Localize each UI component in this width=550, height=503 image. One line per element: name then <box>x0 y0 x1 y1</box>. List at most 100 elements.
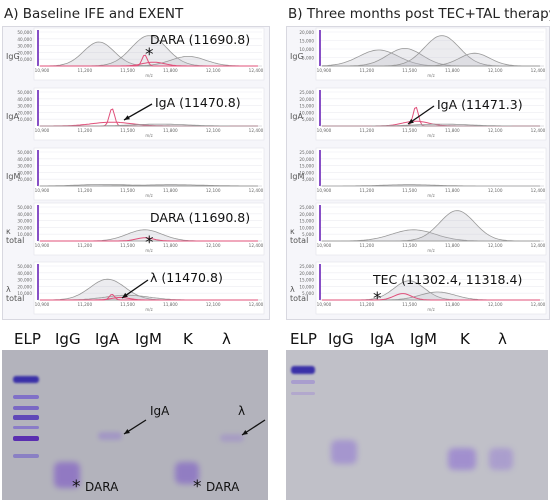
x-tick-label: 11,800 <box>163 188 178 193</box>
channel-label-kappa-a: κ total <box>6 227 25 245</box>
y-tick-label: 30,000 <box>17 278 32 283</box>
gel-a-lane-igg: IgG <box>55 330 81 348</box>
x-tick-label: 11,500 <box>120 302 135 307</box>
x-tick-label: 12,100 <box>206 302 221 307</box>
channel-label-igg-b: IgG <box>290 52 304 61</box>
y-tick-label: 10,000 <box>17 291 32 296</box>
y-tick-label: 30,000 <box>17 104 32 109</box>
x-tick-label: 12,400 <box>249 128 264 133</box>
x-tick-label: 10,900 <box>35 128 50 133</box>
y-tick-label: 5,000 <box>302 291 314 296</box>
x-tick-label: 11,800 <box>163 243 178 248</box>
x-unit-label: m/z <box>427 248 434 253</box>
gel-b-lane-igg: IgG <box>328 330 354 348</box>
y-tick-label: 50,000 <box>17 264 32 269</box>
y-tick-label: 15,000 <box>299 104 314 109</box>
y-tick-label: 25,000 <box>299 150 314 155</box>
x-tick-label: 11,200 <box>77 68 92 73</box>
y-tick-label: 10,000 <box>17 232 32 237</box>
x-tick-label: 10,900 <box>35 188 50 193</box>
y-tick-label: 15,000 <box>299 39 314 44</box>
x-tick-label: 11,800 <box>163 302 178 307</box>
x-tick-label: 10,900 <box>317 68 332 73</box>
channel-label-iga-b: IgA <box>290 112 303 121</box>
y-tick-label: 20,000 <box>299 97 314 102</box>
y-tick-label: 20,000 <box>17 50 32 55</box>
x-tick-label: 12,100 <box>488 243 503 248</box>
x-tick-label: 12,400 <box>249 68 264 73</box>
channel-label-igg-a: IgG <box>6 52 20 61</box>
channel-label-kappa-b: κ total <box>290 227 309 245</box>
star-dara-igg: * <box>145 45 154 65</box>
x-tick-label: 10,900 <box>317 243 332 248</box>
x-tick-label: 11,200 <box>359 68 374 73</box>
y-tick-label: 15,000 <box>299 219 314 224</box>
spectrum-peak <box>322 210 540 242</box>
panel-b-title: B) Three months post TEC+TAL therapy <box>288 6 550 22</box>
y-tick-label: 5,000 <box>302 177 314 182</box>
annotation-tec: TEC (11302.4, 11318.4) <box>373 272 523 287</box>
gel-b-lane-iga: IgA <box>370 330 395 348</box>
y-tick-label: 10,000 <box>17 57 32 62</box>
gel-b <box>286 350 548 500</box>
y-tick-label: 25,000 <box>299 90 314 95</box>
y-tick-label: 40,000 <box>17 212 32 217</box>
y-tick-label: 40,000 <box>17 37 32 42</box>
gel-b-lane-elp: ELP <box>290 330 317 348</box>
x-tick-label: 12,400 <box>531 302 546 307</box>
y-tick-label: 5,000 <box>302 117 314 122</box>
x-tick-label: 11,200 <box>359 188 374 193</box>
x-tick-label: 12,400 <box>249 188 264 193</box>
y-tick-label: 50,000 <box>17 150 32 155</box>
y-tick-label: 10,000 <box>299 47 314 52</box>
y-tick-label: 30,000 <box>17 44 32 49</box>
y-tick-label: 40,000 <box>17 97 32 102</box>
gel-b-lane-lambda: λ <box>498 330 507 348</box>
gel-a-label-lambda: λ <box>238 404 246 418</box>
gel-a-label-iga: IgA <box>150 404 170 418</box>
x-tick-label: 11,800 <box>445 188 460 193</box>
x-unit-label: m/z <box>427 73 434 78</box>
x-tick-label: 11,500 <box>402 68 417 73</box>
x-tick-label: 10,900 <box>317 188 332 193</box>
gel-a-lane-iga: IgA <box>95 330 120 348</box>
y-tick-label: 20,000 <box>17 110 32 115</box>
channel-label-lambda-b: λ total <box>290 285 309 303</box>
x-tick-label: 10,900 <box>35 243 50 248</box>
x-tick-label: 10,900 <box>317 128 332 133</box>
x-tick-label: 11,200 <box>77 302 92 307</box>
y-tick-label: 20,000 <box>17 225 32 230</box>
annotation-dara-igg: DARA (11690.8) <box>150 32 251 47</box>
annotation-iga-b: IgA (11471.3) <box>437 97 523 112</box>
x-tick-label: 11,500 <box>402 243 417 248</box>
x-tick-label: 11,500 <box>402 302 417 307</box>
x-unit-label: m/z <box>145 307 152 312</box>
x-tick-label: 10,900 <box>35 302 50 307</box>
x-tick-label: 11,800 <box>445 302 460 307</box>
x-tick-label: 11,200 <box>77 243 92 248</box>
x-unit-label: m/z <box>145 73 152 78</box>
spectrum-peak <box>322 123 540 127</box>
x-tick-label: 12,400 <box>531 128 546 133</box>
x-unit-label: m/z <box>145 193 152 198</box>
y-tick-label: 40,000 <box>17 271 32 276</box>
x-tick-label: 11,800 <box>445 243 460 248</box>
y-tick-label: 50,000 <box>17 90 32 95</box>
channel-label-igm-a: IgM <box>6 172 21 181</box>
y-tick-label: 10,000 <box>299 170 314 175</box>
x-tick-label: 12,400 <box>531 243 546 248</box>
x-unit-label: m/z <box>427 307 434 312</box>
y-tick-label: 20,000 <box>299 271 314 276</box>
y-tick-label: 20,000 <box>299 212 314 217</box>
gel-a-lane-lambda: λ <box>222 330 231 348</box>
x-tick-label: 12,100 <box>206 68 221 73</box>
x-tick-label: 11,500 <box>120 128 135 133</box>
y-tick-label: 20,000 <box>299 30 314 35</box>
y-tick-label: 5,000 <box>302 56 314 61</box>
y-tick-label: 10,000 <box>17 117 32 122</box>
x-tick-label: 11,200 <box>359 302 374 307</box>
x-unit-label: m/z <box>145 133 152 138</box>
x-tick-label: 10,900 <box>35 68 50 73</box>
y-tick-label: 30,000 <box>17 164 32 169</box>
spectrum-peak <box>40 237 258 242</box>
